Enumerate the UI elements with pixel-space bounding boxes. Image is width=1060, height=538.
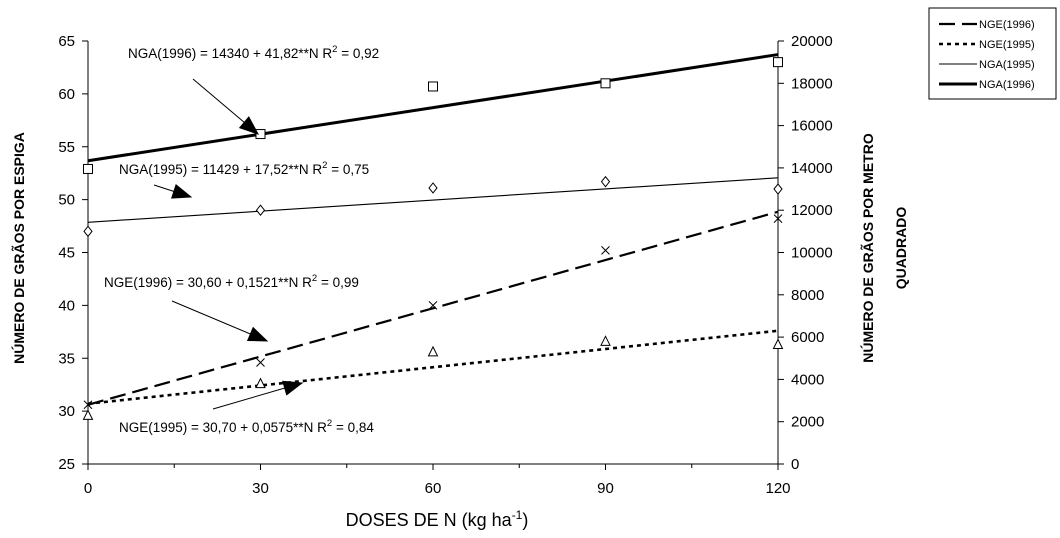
y-left-tick-label: 45	[58, 245, 75, 262]
x-tick-label: 90	[597, 480, 614, 497]
legend-label-NGA(1995): NGA(1995)	[979, 59, 1035, 71]
equation-main: NGA(1996) = 14340 + 41,82**N R	[128, 46, 332, 61]
marker-square	[428, 81, 438, 92]
y-left-tick-label: 35	[58, 350, 75, 367]
x-axis-title: DOSES DE N (kg ha-1)	[346, 508, 529, 530]
annotations-group: NGE(1996) = 30,60 + 0,1521**N R2 = 0,99N…	[104, 44, 379, 435]
equation-main: NGE(1995) = 30,70 + 0,0575**N R	[119, 420, 327, 435]
x-tick-label: 120	[765, 480, 790, 497]
legend-label-NGE(1995): NGE(1995)	[979, 39, 1035, 51]
equation-tail: = 0,99	[317, 275, 359, 290]
marker-square	[600, 78, 611, 89]
equation-label-NGE(1995): NGE(1995) = 30,70 + 0,0575**N R2 = 0,84	[119, 418, 374, 435]
x-tick-label: 60	[425, 480, 442, 497]
marker-square	[83, 163, 93, 174]
marker-x	[428, 301, 438, 310]
marker-x	[256, 358, 265, 367]
y-right-tick-label: 14000	[791, 160, 833, 177]
fit-line-NGA(1995)	[87, 177, 779, 223]
y-right-tick-label: 16000	[791, 118, 833, 135]
legend-label-NGA(1996): NGA(1996)	[979, 79, 1035, 91]
y-right-axis-title-line2: QUADRADO	[893, 207, 909, 290]
y-right-axis-title-line1: NÚMERO DE GRÃOS POR METRO	[859, 133, 876, 363]
marker-triangle	[772, 338, 784, 350]
y-right-tick-label: 18000	[791, 75, 833, 92]
y-left-tick-label: 25	[58, 456, 75, 473]
marker-triangle	[82, 409, 94, 420]
x-axis-title-sup: -1	[512, 508, 523, 522]
legend-label-NGE(1996): NGE(1996)	[979, 19, 1035, 31]
fit-line-NGA(1996)	[87, 53, 779, 163]
marker-square	[773, 57, 783, 68]
y-left-tick-label: 50	[58, 192, 75, 209]
y-right-tick-label: 6000	[791, 329, 824, 346]
y-right-tick-label: 2000	[791, 414, 824, 431]
equation-sup: 2	[322, 160, 327, 171]
equation-tail: = 0,75	[327, 162, 369, 177]
equation-label-NGA(1996): NGA(1996) = 14340 + 41,82**N R2 = 0,92	[128, 44, 379, 61]
marker-diamond	[255, 204, 266, 217]
y-left-axis-title: NÚMERO DE GRÃOS POR ESPIGA	[10, 132, 27, 364]
equation-sup: 2	[332, 44, 337, 55]
y-right-tick-label: 10000	[791, 245, 833, 262]
y-left-tick-label: 60	[58, 86, 75, 103]
x-tick-label: 30	[252, 480, 269, 497]
y-right-tick-label: 8000	[791, 287, 824, 304]
y-right-tick-label: 12000	[791, 202, 833, 219]
x-axis-title-close: )	[522, 510, 528, 530]
equation-main: NGA(1995) = 11429 + 17,52**N R	[119, 162, 322, 177]
equation-sup: 2	[312, 273, 317, 284]
marker-x	[601, 246, 610, 255]
equation-tail: = 0,92	[337, 46, 379, 61]
legend: NGE(1996) NGE(1995) NGA(1995) NGA(1996)	[928, 7, 1057, 100]
arrow-head	[282, 380, 304, 396]
x-tick-label: 0	[84, 480, 92, 497]
axes-group: 25 30 35 40 45 50 55 60 65 0 2000 4000 6000 8000 10000…	[58, 33, 832, 497]
equation-main: NGE(1996) = 30,60 + 0,1521**N R	[104, 275, 312, 290]
marker-diamond	[600, 175, 611, 188]
fit-line-NGE(1995)	[87, 329, 779, 406]
equation-label-NGA(1995): NGA(1995) = 11429 + 17,52**N R2 = 0,75	[119, 160, 369, 177]
fit-line-NGE(1996)	[87, 210, 779, 406]
y-left-tick-label: 30	[58, 403, 75, 420]
marker-square	[255, 129, 266, 140]
marker-triangle	[427, 345, 439, 357]
marker-x	[83, 400, 93, 410]
arrow-head	[171, 183, 193, 199]
arrow-head	[238, 116, 260, 135]
y-right-tick-label: 0	[791, 456, 799, 473]
markers-group	[82, 57, 784, 420]
fit-lines-group	[87, 53, 779, 406]
marker-triangle	[600, 335, 611, 346]
y-left-tick-label: 55	[58, 139, 75, 156]
marker-triangle	[255, 377, 266, 389]
y-left-tick-label: 40	[58, 297, 75, 314]
equation-sup: 2	[327, 418, 332, 429]
marker-diamond	[83, 225, 93, 238]
marker-diamond	[773, 183, 783, 195]
y-left-tick-label: 65	[58, 33, 75, 50]
y-right-tick-label: 4000	[791, 371, 824, 388]
equation-label-NGE(1996): NGE(1996) = 30,60 + 0,1521**N R2 = 0,99	[104, 273, 359, 290]
arrow-head	[246, 326, 269, 342]
y-right-tick-label: 20000	[791, 33, 833, 50]
x-axis-title-main: DOSES DE N (kg ha	[346, 510, 513, 530]
marker-x	[773, 214, 783, 224]
equation-tail: = 0,84	[332, 420, 374, 435]
marker-diamond	[428, 182, 438, 194]
